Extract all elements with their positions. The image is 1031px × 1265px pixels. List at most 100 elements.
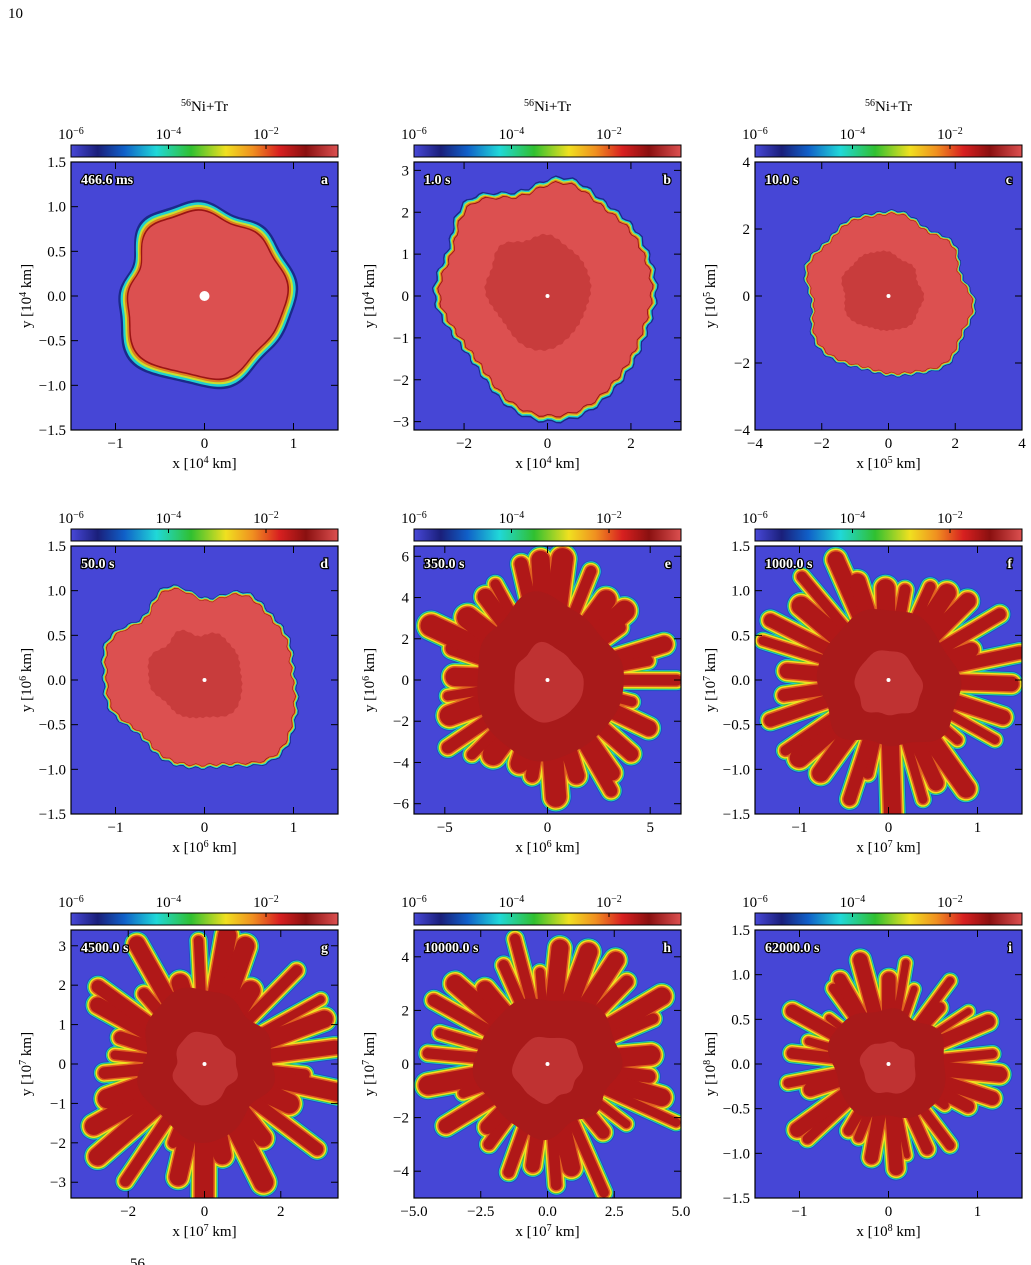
colorbar-tick-label-exponent: −6	[73, 894, 84, 905]
y-tick-label: −4	[734, 423, 750, 439]
x-axis-label-unit: km]	[552, 456, 580, 472]
x-axis-label-text: x [10	[515, 1224, 546, 1240]
colorbar-tick-label-exponent: −2	[268, 126, 279, 137]
x-axis-label-text: x [10	[515, 840, 546, 856]
colorbar-tick-label-text: 10	[596, 127, 611, 143]
x-tick-label: 2.5	[605, 1204, 624, 1220]
y-axis-label: y [107 km]	[361, 1032, 379, 1096]
colorbar-tick-label-exponent: −6	[416, 510, 427, 521]
y-tick-label: 1.0	[731, 968, 750, 984]
x-axis-label-text: x [10	[515, 456, 546, 472]
time-label: 4500.0 s	[81, 941, 129, 956]
x-tick-label: −1	[792, 820, 808, 836]
panel: −1 0 1−1.5−1.0−0.50.00.51.01.5x [106 km]y …	[18, 510, 339, 856]
caption-fragment: 56	[130, 1256, 146, 1265]
x-axis-label-exponent: 4	[547, 455, 552, 466]
y-tick-label: 0.5	[731, 628, 750, 644]
center-dot	[545, 1062, 550, 1066]
simulation-image	[414, 930, 681, 1198]
x-tick-label: −5	[437, 820, 453, 836]
x-tick-label: 2	[952, 436, 960, 452]
x-axis-label-exponent: 6	[204, 839, 209, 850]
time-label: 1.0 s	[424, 173, 451, 188]
colorbar	[754, 912, 1023, 926]
inner-core	[514, 641, 584, 723]
center-dot	[545, 294, 550, 298]
colorbar-tick-label-text: 10	[156, 511, 171, 527]
x-tick-label: 1	[290, 820, 298, 836]
x-tick-label: −1	[792, 1204, 808, 1220]
panel-letter: g	[321, 941, 328, 956]
y-tick-label: 0.0	[731, 673, 750, 689]
y-tick-label: −4	[393, 755, 409, 771]
y-axis-label-exponent: 4	[361, 292, 372, 297]
x-axis-label: x [104 km]	[172, 455, 236, 473]
y-axis-label: y [107 km]	[18, 1032, 36, 1096]
y-tick-label: −1.0	[39, 378, 66, 394]
colorbar-tick-label: 10−2	[253, 894, 279, 912]
panel-letter: f	[1007, 557, 1012, 572]
y-tick-label: −4	[393, 1164, 409, 1180]
colorbar-tick-label-exponent: −2	[611, 894, 622, 905]
colorbar-tick-label-exponent: −4	[171, 510, 182, 521]
colorbar-label: 56Ni+Tr	[865, 98, 912, 116]
x-tick-label: 0	[885, 1204, 893, 1220]
colorbar-tick-label-text: 10	[937, 511, 952, 527]
colorbar-tick-label: 10−4	[499, 894, 525, 912]
colorbar-label: 56Ni+Tr	[524, 98, 571, 116]
y-tick-label: 4	[743, 155, 751, 171]
colorbar-tick-label: 10−4	[156, 894, 182, 912]
y-tick-label: 0.0	[47, 289, 66, 305]
y-axis-label-text: y [10	[19, 1065, 35, 1096]
colorbar-tick-label-text: 10	[742, 127, 757, 143]
x-axis-label: x [105 km]	[856, 455, 920, 473]
y-tick-label: −2	[393, 714, 409, 730]
x-axis-label-text: x [10	[172, 456, 203, 472]
colorbar-tick-label: 10−2	[937, 510, 963, 528]
colorbar-tick-label: 10−6	[742, 894, 768, 912]
y-tick-label: −1.0	[723, 762, 750, 778]
x-tick-label: 0	[201, 820, 209, 836]
colorbar-tick-label-exponent: −2	[952, 510, 963, 521]
time-label: 50.0 s	[81, 557, 115, 572]
x-axis-label-unit: km]	[552, 840, 580, 856]
colorbar-tick-label-text: 10	[499, 127, 514, 143]
colorbar-tick-label-text: 10	[156, 895, 171, 911]
colorbar-tick-label: 10−2	[253, 126, 279, 144]
center-dot	[886, 1062, 891, 1066]
time-label: 350.0 s	[424, 557, 465, 572]
panel-letter: d	[320, 557, 328, 572]
y-axis-label-unit: km]	[703, 1032, 719, 1060]
y-tick-label: 0.5	[47, 628, 66, 644]
colorbar	[413, 144, 682, 158]
y-axis-label: y [104 km]	[18, 264, 36, 328]
x-axis-label-text: x [10	[856, 456, 887, 472]
panel: −1 0 1−1.5−1.0−0.50.00.51.01.5x [108 km]y …	[702, 894, 1023, 1240]
colorbar-tick-label-exponent: −2	[952, 126, 963, 137]
colorbar	[70, 144, 339, 158]
inner-core	[147, 629, 243, 719]
colorbar-tick-label-exponent: −2	[952, 894, 963, 905]
colorbar-tick-label-text: 10	[401, 895, 416, 911]
x-tick-label: −2	[456, 436, 472, 452]
colorbar-tick-label: 10−4	[840, 894, 866, 912]
x-tick-label: 0.0	[538, 1204, 557, 1220]
x-axis-label-unit: km]	[209, 1224, 237, 1240]
y-axis-label: y [108 km]	[702, 1032, 720, 1096]
colorbar-tick-label-text: 10	[499, 511, 514, 527]
colorbar-tick-label-text: 10	[253, 127, 268, 143]
y-tick-label: 2	[402, 1003, 410, 1019]
y-tick-label: 4	[402, 950, 410, 966]
x-axis-label-text: x [10	[856, 1224, 887, 1240]
x-tick-label: 1	[974, 1204, 982, 1220]
x-tick-label: 0	[544, 820, 552, 836]
colorbar-tick-label-exponent: −4	[855, 126, 866, 137]
x-tick-label: 0	[885, 436, 893, 452]
colorbar-tick-label: 10−4	[156, 126, 182, 144]
colorbar-tick-label-exponent: −6	[73, 510, 84, 521]
y-tick-label: 1.0	[731, 584, 750, 600]
